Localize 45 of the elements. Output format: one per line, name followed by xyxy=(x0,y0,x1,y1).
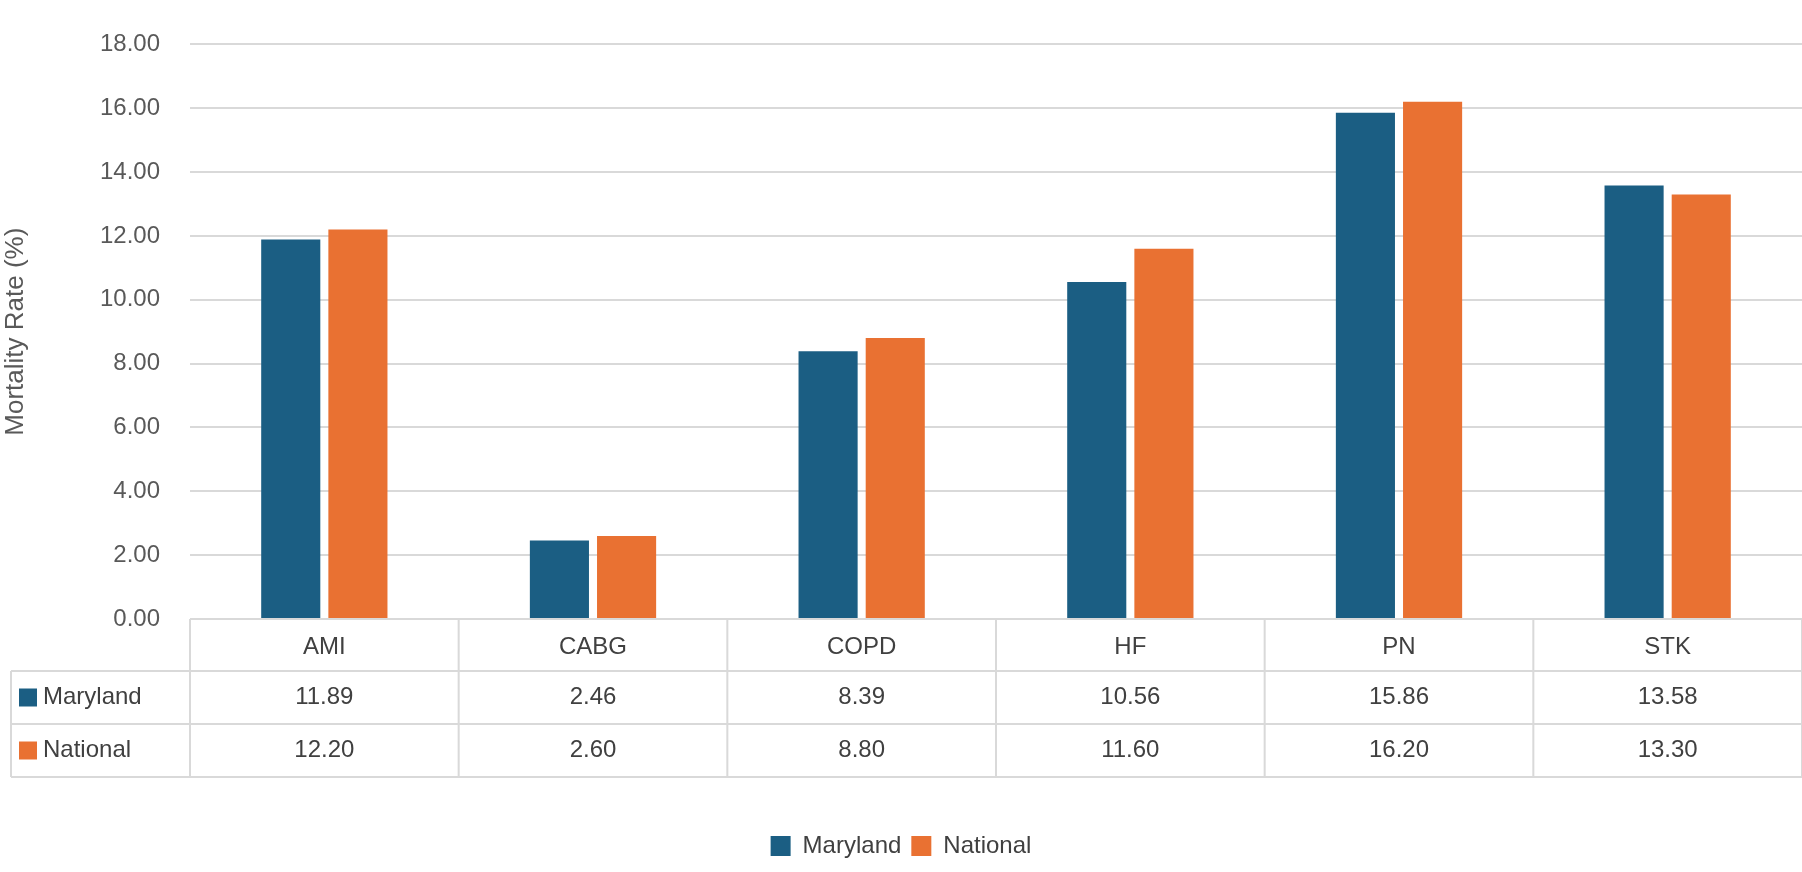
y-tick-label: 6.00 xyxy=(113,412,160,440)
bar xyxy=(865,338,925,618)
data-label: 11.89 xyxy=(295,682,354,710)
text: Maryland xyxy=(802,830,902,858)
text: National xyxy=(43,735,132,763)
y-tick-label: 8.00 xyxy=(113,348,160,376)
data-label: 8.39 xyxy=(838,682,886,710)
bar xyxy=(1671,194,1731,618)
bar xyxy=(328,229,388,618)
x-tick-label: AMI xyxy=(303,632,346,660)
data-label: 16.20 xyxy=(1368,735,1430,763)
data-label: 15.86 xyxy=(1368,682,1430,710)
data-label: 13.58 xyxy=(1637,682,1698,710)
y-tick-label: 0.00 xyxy=(113,603,160,631)
y-tick-label: 2.00 xyxy=(113,539,160,567)
data-label: 11.60 xyxy=(1101,735,1160,763)
y-tick-label: 10.00 xyxy=(99,284,160,312)
x-tick-label: PN xyxy=(1382,632,1416,660)
data-label: 2.60 xyxy=(569,735,617,763)
bar xyxy=(597,536,657,618)
data-label: 8.80 xyxy=(838,735,886,763)
bar xyxy=(1403,101,1463,618)
x-tick-label: COPD xyxy=(826,632,897,660)
x-tick-label: HF xyxy=(1114,632,1147,660)
y-tick-label: 12.00 xyxy=(99,220,160,248)
y-axis-title: Mortality Rate (%) xyxy=(0,227,29,436)
data-label: 2.46 xyxy=(569,682,617,710)
data-label: 12.20 xyxy=(294,735,355,763)
legend-label: National xyxy=(943,830,1032,858)
y-tick-label: 18.00 xyxy=(99,29,160,57)
data-label: 10.56 xyxy=(1100,682,1161,710)
bar xyxy=(1067,281,1127,618)
bar xyxy=(798,351,858,618)
bar xyxy=(1604,185,1664,618)
bar xyxy=(529,540,589,618)
y-tick-label: 14.00 xyxy=(99,156,160,184)
x-tick-label: STK xyxy=(1644,632,1692,660)
y-tick-label: 16.00 xyxy=(99,92,160,120)
y-tick-label: 4.00 xyxy=(113,475,160,503)
x-tick-label: CABG xyxy=(558,632,628,660)
bar xyxy=(261,239,321,618)
legend-label: Maryland xyxy=(43,682,142,710)
data-label: 13.30 xyxy=(1637,735,1698,763)
bar xyxy=(1335,112,1395,618)
bar xyxy=(1134,248,1194,618)
